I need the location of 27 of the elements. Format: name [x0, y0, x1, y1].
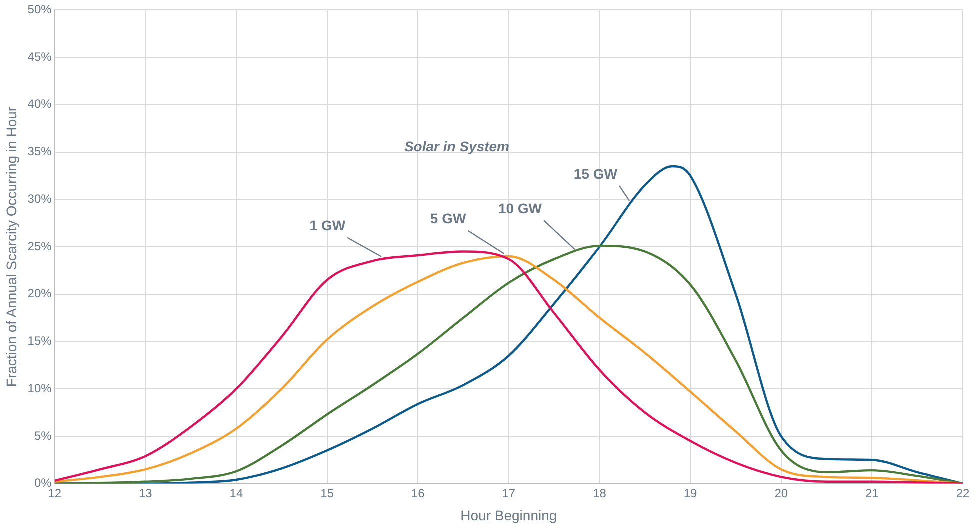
- text: 5 GW: [430, 210, 467, 227]
- x-tick-label: 15: [320, 486, 334, 500]
- legend-title: Solar in System: [404, 138, 510, 154]
- x-tick-label: 17: [502, 486, 516, 500]
- x-tick-label: 13: [138, 486, 153, 500]
- y-tick-label: 50%: [28, 2, 52, 17]
- y-tick-label: 20%: [28, 286, 52, 301]
- x-axis-title: Hour Beginning: [460, 507, 558, 524]
- text: 10 GW: [498, 200, 543, 217]
- y-tick-label: 35%: [28, 144, 52, 159]
- y-tick-label: 5%: [34, 428, 52, 443]
- y-tick-label: 10%: [28, 381, 52, 396]
- y-tick-label: 30%: [28, 192, 52, 206]
- x-tick-label: 21: [866, 486, 880, 500]
- y-tick-label: 25%: [28, 239, 52, 254]
- series-label: 15 GW: [574, 166, 618, 182]
- x-tick-label: 19: [684, 486, 698, 500]
- y-tick-label: 15%: [28, 334, 52, 348]
- x-tick-label: 14: [230, 486, 244, 500]
- x-tick-label: 20: [774, 486, 788, 500]
- y-tick-label: 45%: [28, 50, 52, 64]
- y-tick-label: 40%: [28, 97, 52, 112]
- x-tick-label: 22: [956, 486, 970, 500]
- text: 1 GW: [310, 218, 346, 234]
- x-tick-label: 18: [593, 486, 607, 500]
- y-axis-title: Fraction of Annual Scarcity Occurring in Hour: [3, 106, 20, 388]
- x-tick-label: 16: [411, 486, 426, 500]
